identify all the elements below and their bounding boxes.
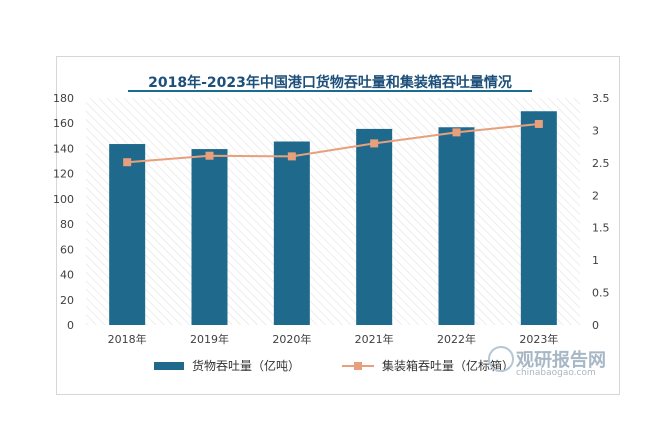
y-right-tick-label: 3.5: [592, 92, 610, 105]
legend-item-bar: 货物吞吐量（亿吨）: [154, 357, 300, 374]
y-right-tick-label: 1: [592, 254, 599, 267]
legend-label-bar: 货物吞吐量（亿吨）: [192, 359, 301, 373]
y-left-tick-label: 80: [60, 218, 74, 231]
plot-area-background: [86, 98, 580, 325]
line-point-2018年: [123, 158, 132, 167]
y-left-tick-label: 0: [67, 319, 74, 332]
x-tick-label: 2021年: [355, 332, 394, 346]
y-left-tick-label: 160: [53, 117, 74, 130]
y-left-tick-label: 20: [60, 294, 74, 307]
bar-2022年: [438, 127, 475, 325]
legend-label-line: 集装箱吞吐量（亿标箱）: [382, 359, 515, 373]
x-tick-label: 2018年: [108, 332, 147, 346]
x-tick-label: 2022年: [437, 332, 476, 346]
line-series-path: [127, 122, 539, 164]
legend: 货物吞吐量（亿吨） 集装箱吞吐量（亿标箱）: [142, 357, 542, 375]
line-point-2022年: [452, 128, 461, 137]
title-underline: [128, 90, 532, 92]
y-left-tick-label: 100: [53, 193, 74, 206]
watermark-logo-icon: [488, 346, 514, 372]
y-left-tick-label: 140: [53, 142, 74, 155]
watermark-url: chinabaogao.com: [516, 368, 596, 378]
y-right-tick-label: 0: [592, 319, 599, 332]
legend-item-line: 集装箱吞吐量（亿标箱）: [342, 357, 514, 374]
chart-title-wrap: 2018年-2023年中国港口货物吞吐量和集装箱吞吐量情况: [120, 72, 540, 94]
y-right-tick-label: 3: [592, 124, 599, 137]
bar-2018年: [109, 144, 146, 325]
bar-2021年: [356, 128, 393, 325]
bar-2019年: [191, 149, 228, 325]
chart-title: 2018年-2023年中国港口货物吞吐量和集装箱吞吐量情况: [148, 75, 512, 91]
legend-swatch-bar: [154, 361, 184, 370]
line-point-2021年: [370, 139, 379, 148]
x-tick-label: 2019年: [190, 332, 229, 346]
x-tick-label: 2020年: [272, 332, 311, 346]
bar-2020年: [273, 141, 310, 325]
y-right-tick-label: 2: [592, 189, 599, 202]
y-right-tick-label: 0.5: [592, 287, 610, 300]
line-point-2023年: [534, 119, 543, 128]
legend-swatch-line: [342, 361, 374, 371]
y-right-tick-label: 1.5: [592, 222, 610, 235]
y-left-tick-label: 40: [60, 269, 74, 282]
line-point-2020年: [287, 152, 296, 161]
y-left-tick-label: 180: [53, 92, 74, 105]
line-point-2019年: [205, 151, 214, 160]
watermark: 观研报告网 chinabaogao.com: [488, 344, 618, 384]
watermark-name: 观研报告网: [516, 350, 606, 371]
bar-2023年: [520, 111, 557, 325]
x-tick-label: 2023年: [519, 332, 558, 346]
y-left-tick-label: 60: [60, 243, 74, 256]
y-right-tick-label: 2.5: [592, 157, 610, 170]
y-left-tick-label: 120: [53, 168, 74, 181]
